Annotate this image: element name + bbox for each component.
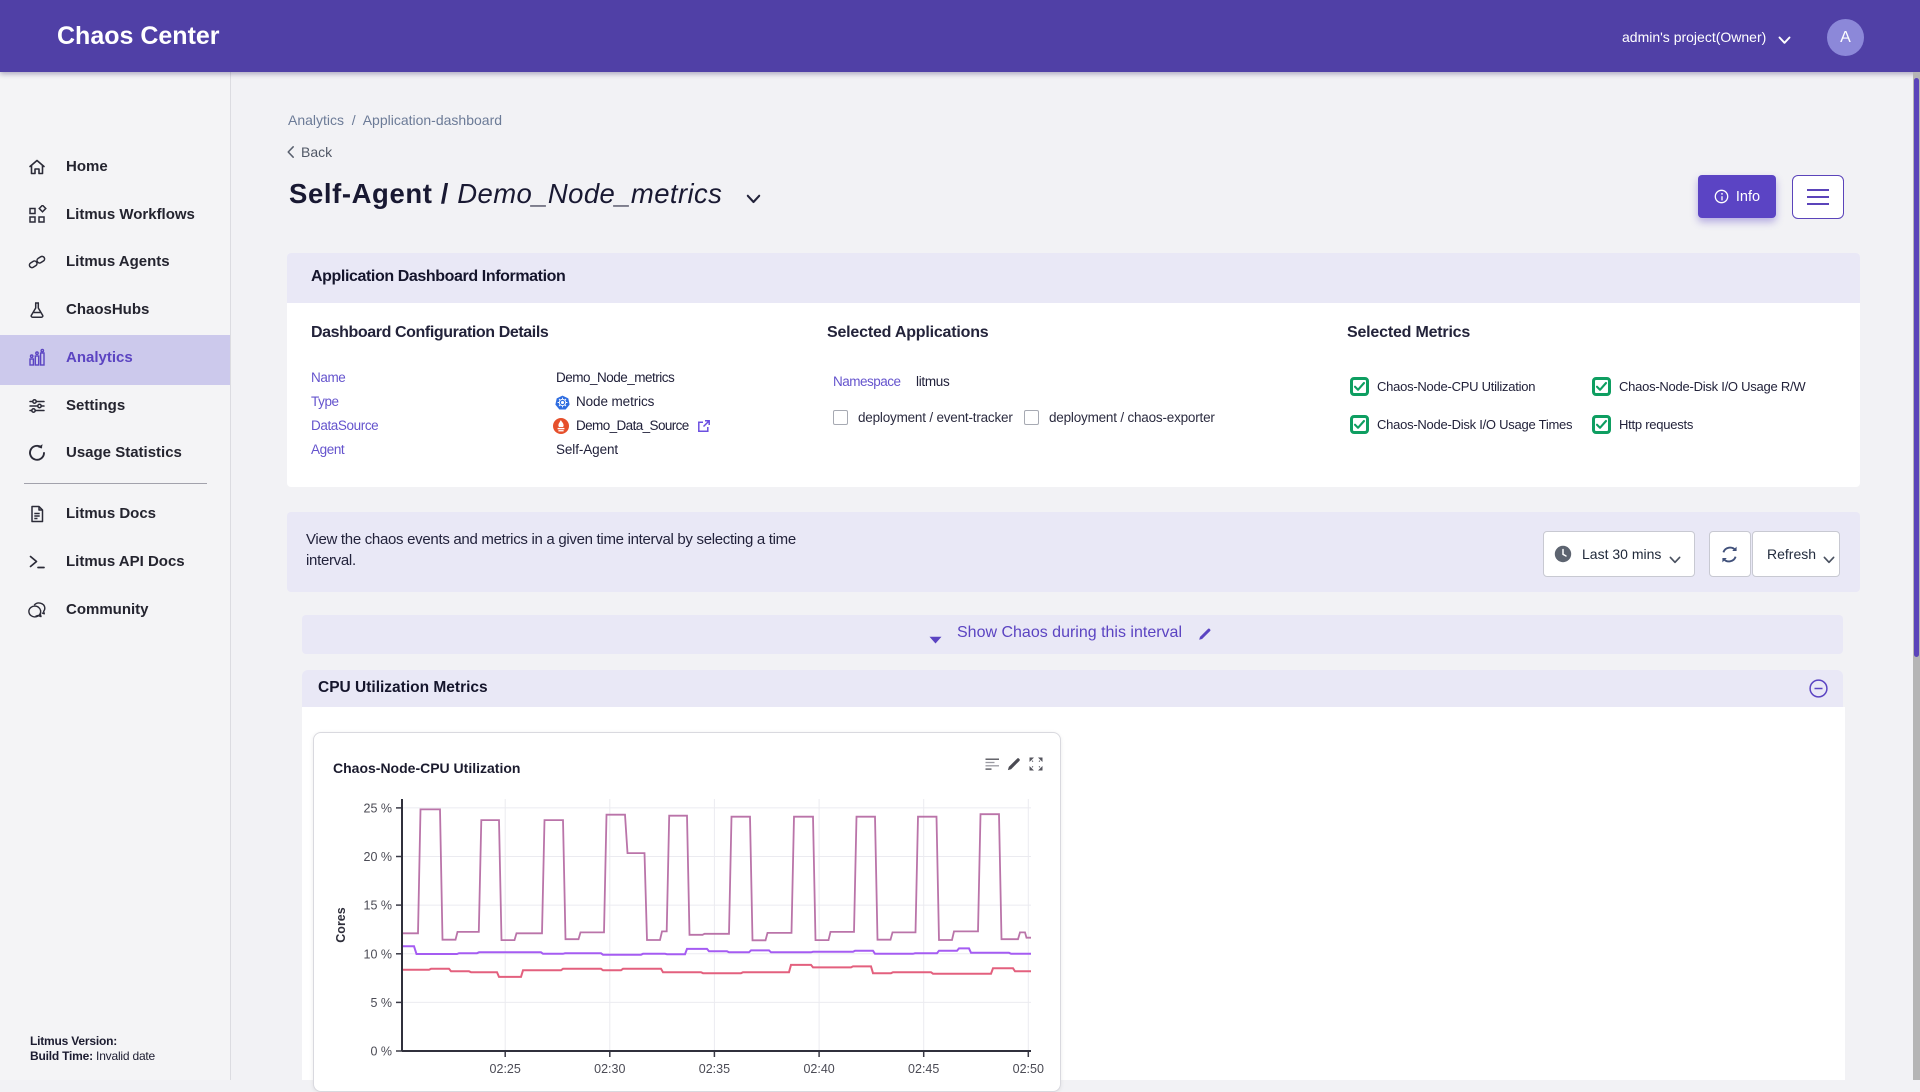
svg-text:5 %: 5 % [370, 996, 392, 1010]
svg-text:25 %: 25 % [364, 801, 393, 815]
svg-text:02:50: 02:50 [1013, 1062, 1044, 1076]
svg-text:02:40: 02:40 [803, 1062, 834, 1076]
svg-text:15 %: 15 % [364, 899, 393, 913]
svg-text:02:35: 02:35 [699, 1062, 730, 1076]
svg-text:02:25: 02:25 [490, 1062, 521, 1076]
svg-text:02:30: 02:30 [594, 1062, 625, 1076]
svg-text:20 %: 20 % [364, 850, 393, 864]
svg-text:10 %: 10 % [364, 947, 393, 961]
svg-text:0 %: 0 % [370, 1045, 392, 1059]
svg-text:Cores: Cores [334, 907, 348, 942]
svg-text:02:45: 02:45 [908, 1062, 939, 1076]
